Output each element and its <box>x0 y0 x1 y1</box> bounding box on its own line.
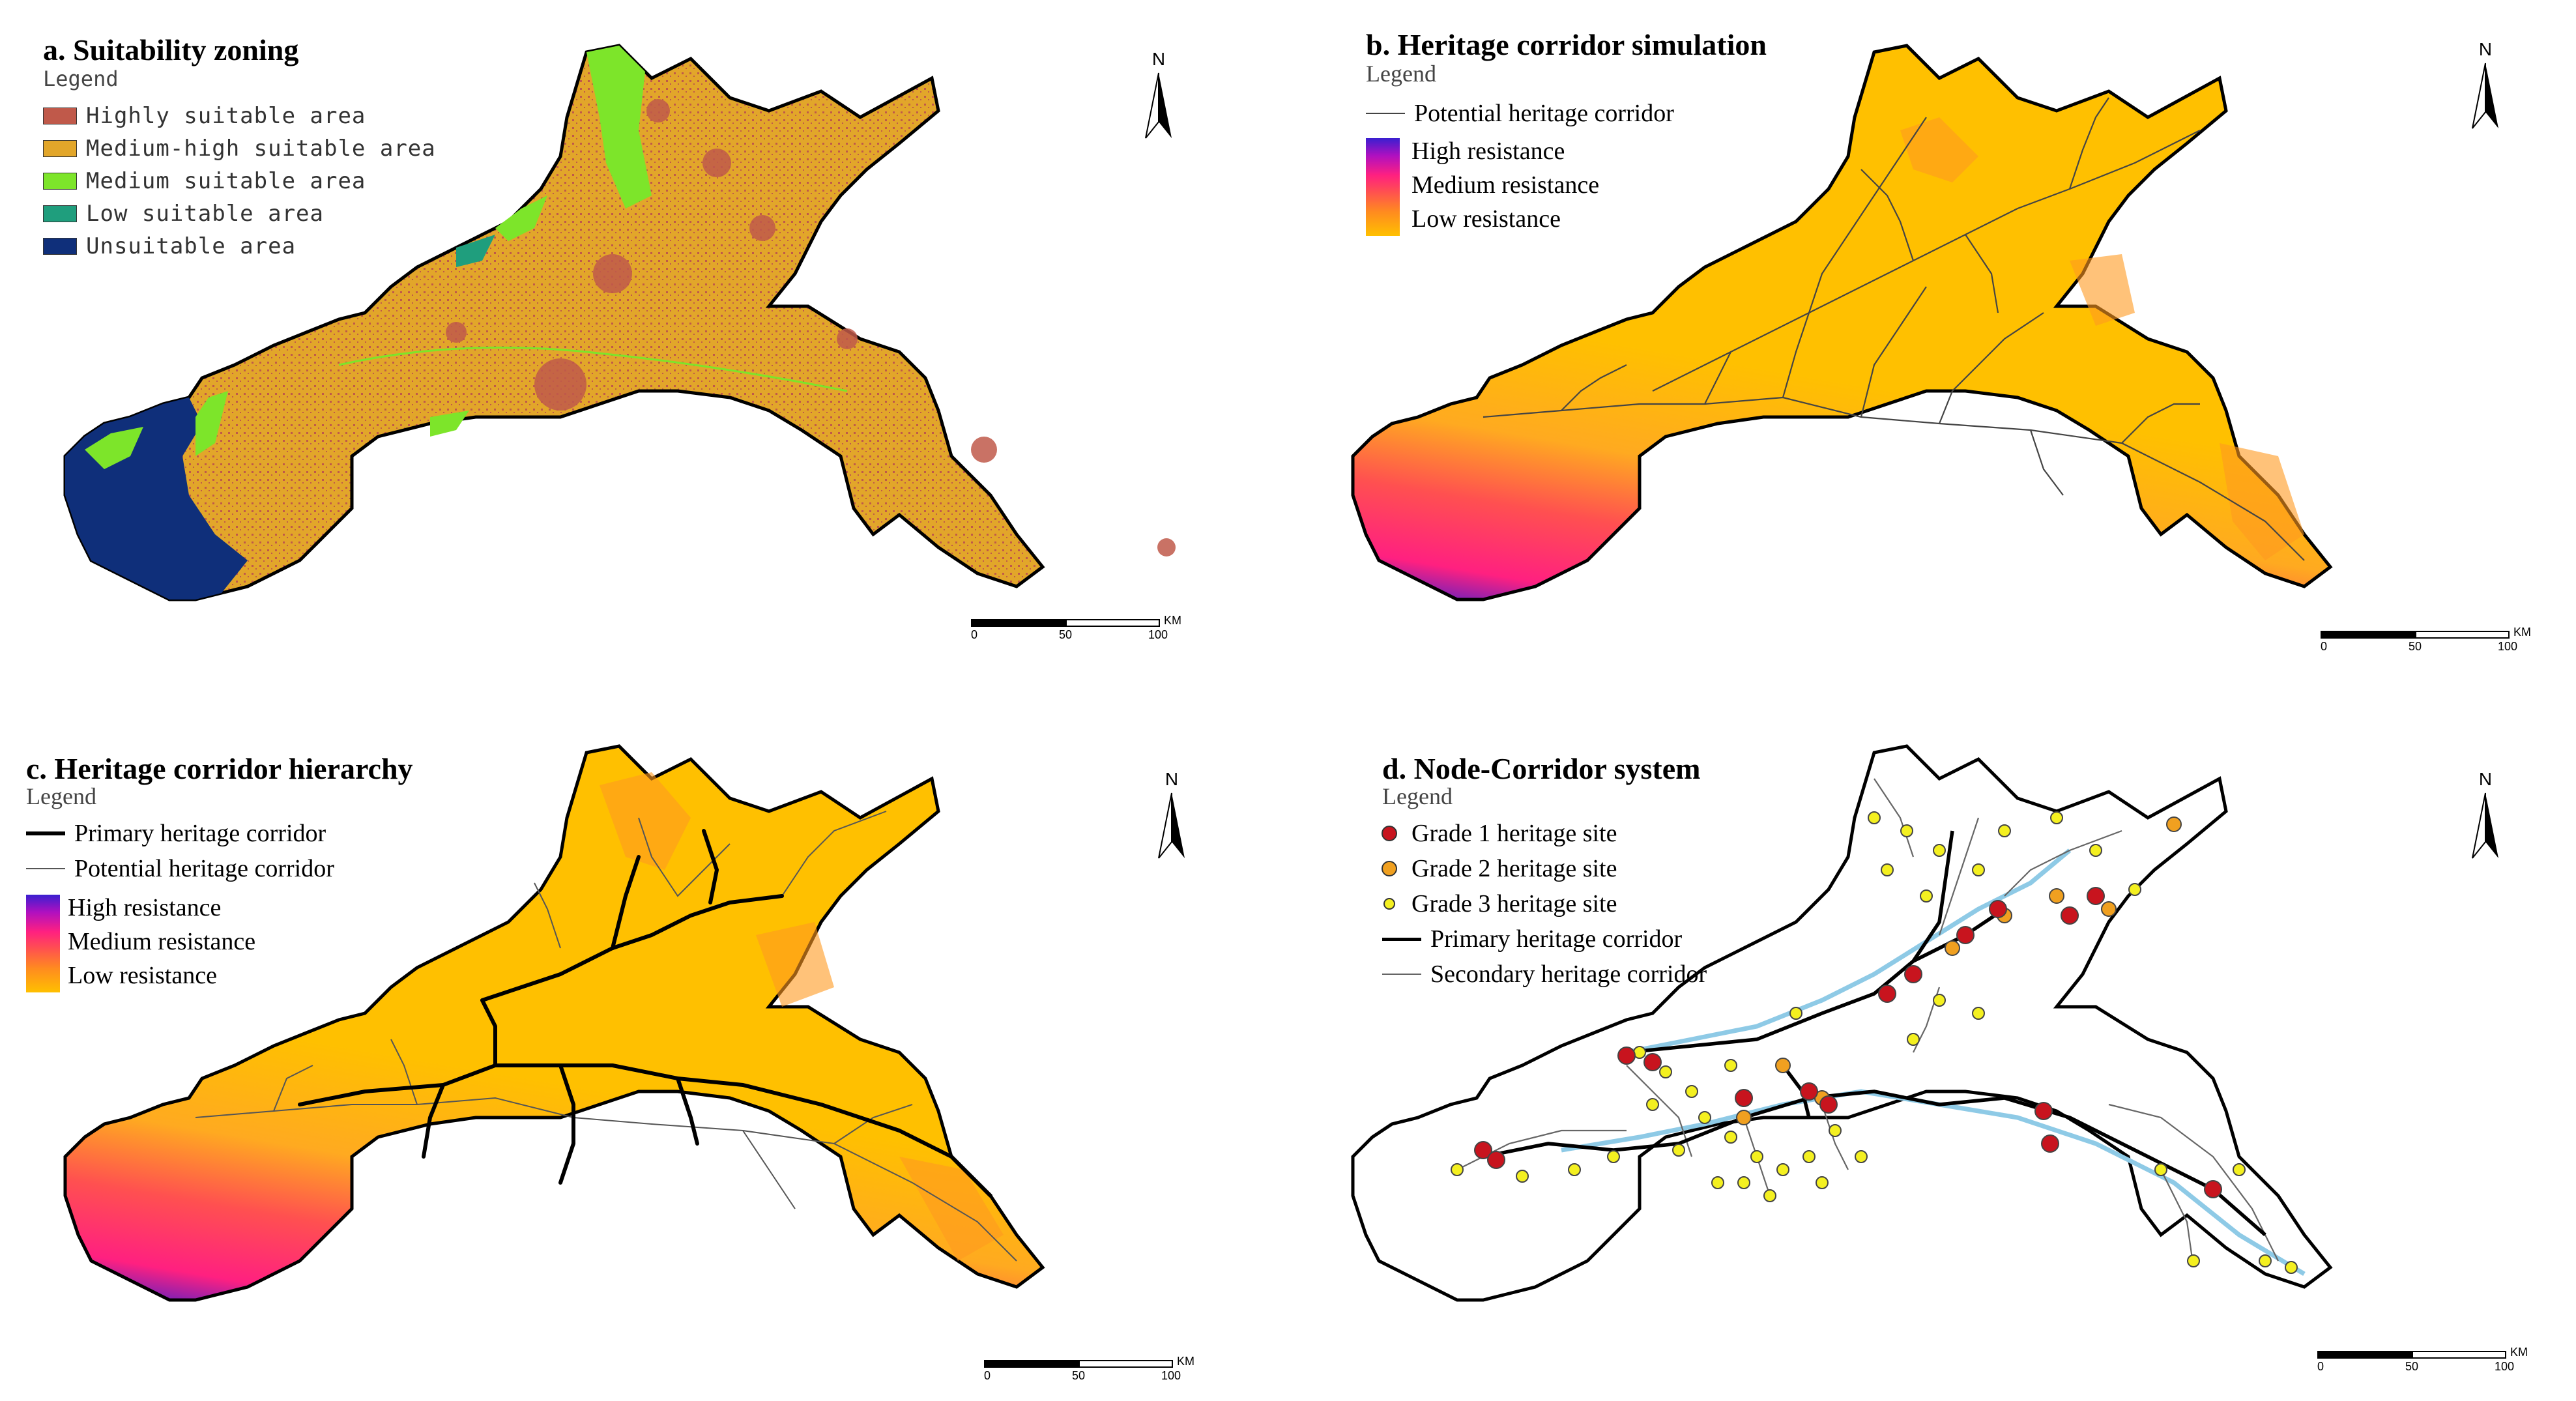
highly-suitable-swatch <box>43 108 77 124</box>
legend-label: Primary heritage corridor <box>74 820 326 847</box>
scale-tick: 0 <box>2321 640 2328 653</box>
north-label: N <box>1151 49 1166 69</box>
scale-unit: KM <box>2513 626 2531 639</box>
legend-label: Grade 2 heritage site <box>1411 855 1617 882</box>
scale-tick: 100 <box>1161 1369 1181 1382</box>
scale-tick: 50 <box>2409 640 2422 653</box>
north-arrow-icon: N <box>2466 769 2505 865</box>
medium-suitable-swatch <box>43 173 77 190</box>
scale-tick: 50 <box>1072 1369 1086 1382</box>
unsuitable-swatch <box>43 238 77 255</box>
north-arrow-icon: N <box>1139 49 1178 145</box>
legend-item-medium-suitable: Medium suitable area <box>43 166 366 197</box>
grade-1-site-marker-icon <box>1382 826 1397 841</box>
scale-bar: 0 50 100 KM <box>971 614 1181 644</box>
medium-high-suitable-swatch <box>43 140 77 157</box>
north-arrow-icon: N <box>2466 39 2505 135</box>
panel-a-title: a. Suitability zoning <box>43 33 299 66</box>
legend-label: Secondary heritage corridor <box>1430 960 1707 988</box>
legend-label: Highly suitable area <box>86 103 366 129</box>
resistance-gradient-labels: High resistance Medium resistance Low re… <box>1411 134 1599 236</box>
legend-item-low-suitable: Low suitable area <box>43 198 324 229</box>
legend-item-potential-corridor: Potential heritage corridor <box>1366 98 1674 129</box>
corridor-hierarchy-map <box>0 700 1288 1401</box>
low-resistance-label: Low resistance <box>68 962 217 989</box>
panel-b: b. Heritage corridor simulation Legend P… <box>1288 0 2575 700</box>
legend-label: Grade 1 heritage site <box>1411 820 1617 847</box>
scale-bar: 0 50 100 KM <box>2317 1346 2528 1376</box>
scale-tick: 100 <box>2495 1360 2515 1373</box>
panel-d-title: d. Node-Corridor system <box>1382 752 1701 785</box>
scale-bar: 0 50 100 KM <box>984 1355 1194 1385</box>
legend-item-medium-high-suitable: Medium-high suitable area <box>43 133 436 164</box>
panel-d: d. Node-Corridor system Legend Grade 1 h… <box>1288 700 2575 1401</box>
panel-b-title: b. Heritage corridor simulation <box>1366 28 1767 61</box>
panel-c-legend-heading: Legend <box>26 783 96 809</box>
potential-corridor-line-swatch <box>26 868 65 869</box>
resistance-gradient-labels: High resistance Medium resistance Low re… <box>68 891 255 992</box>
scale-unit: KM <box>1164 614 1181 627</box>
legend-label: Potential heritage corridor <box>74 855 334 882</box>
panel-d-legend-heading: Legend <box>1382 783 1453 809</box>
legend-item-highly-suitable: Highly suitable area <box>43 100 366 132</box>
scale-tick: 50 <box>2405 1360 2419 1373</box>
north-arrow-icon: N <box>1152 769 1191 865</box>
scale-tick: 0 <box>2317 1360 2324 1373</box>
legend-label: Medium-high suitable area <box>86 136 436 162</box>
scale-tick: 100 <box>2498 640 2518 653</box>
panel-c: c. Heritage corridor hierarchy Legend Pr… <box>0 700 1288 1401</box>
panel-b-legend-heading: Legend <box>1366 61 1436 87</box>
high-resistance-label: High resistance <box>68 894 222 921</box>
legend-label: Primary heritage corridor <box>1430 925 1683 953</box>
legend-item-primary-corridor: Primary heritage corridor <box>26 818 326 849</box>
grade-3-site-marker-icon <box>1383 898 1395 910</box>
panel-c-title: c. Heritage corridor hierarchy <box>26 752 413 785</box>
legend-item-secondary-corridor: Secondary heritage corridor <box>1382 959 1707 990</box>
primary-corridor-line-swatch <box>1382 937 1421 941</box>
medium-resistance-label: Medium resistance <box>1411 171 1600 199</box>
legend-label: Low suitable area <box>86 201 324 227</box>
legend-item-potential-corridor: Potential heritage corridor <box>26 853 334 884</box>
scale-bar: 0 50 100 KM <box>2321 626 2531 656</box>
node-corridor-map <box>1288 700 2575 1401</box>
secondary-corridor-line-swatch <box>1382 974 1421 975</box>
legend-item-grade-3-site: Grade 3 heritage site <box>1372 888 1617 919</box>
potential-corridor-line-swatch <box>1366 113 1405 114</box>
medium-resistance-label: Medium resistance <box>68 928 256 955</box>
corridor-simulation-map <box>1288 0 2575 700</box>
high-resistance-label: High resistance <box>1411 137 1565 165</box>
low-suitable-swatch <box>43 205 77 222</box>
resistance-gradient-swatch <box>1366 138 1400 236</box>
scale-tick: 100 <box>1148 628 1168 641</box>
scale-tick: 0 <box>971 628 978 641</box>
north-label: N <box>2478 769 2493 789</box>
primary-corridor-line-swatch <box>26 831 65 835</box>
north-label: N <box>1165 769 1179 789</box>
north-label: N <box>2478 39 2493 59</box>
legend-item-primary-corridor: Primary heritage corridor <box>1382 923 1682 955</box>
suitability-map <box>0 0 1176 700</box>
panel-a: a. Suitability zoning Legend Highly suit… <box>0 0 1288 700</box>
legend-label: Unsuitable area <box>86 233 297 259</box>
scale-tick: 0 <box>984 1369 991 1382</box>
legend-label: Potential heritage corridor <box>1414 100 1674 127</box>
panel-a-legend-heading: Legend <box>43 66 119 91</box>
low-resistance-label: Low resistance <box>1411 205 1561 233</box>
scale-tick: 50 <box>1059 628 1073 641</box>
legend-item-grade-1-site: Grade 1 heritage site <box>1372 818 1617 849</box>
resistance-gradient-swatch <box>26 895 60 992</box>
legend-item-grade-2-site: Grade 2 heritage site <box>1372 853 1617 884</box>
scale-unit: KM <box>1177 1355 1194 1368</box>
legend-label: Medium suitable area <box>86 168 366 194</box>
legend-item-unsuitable: Unsuitable area <box>43 231 296 262</box>
legend-label: Grade 3 heritage site <box>1411 890 1617 917</box>
grade-2-site-marker-icon <box>1382 861 1397 876</box>
scale-unit: KM <box>2510 1346 2528 1359</box>
